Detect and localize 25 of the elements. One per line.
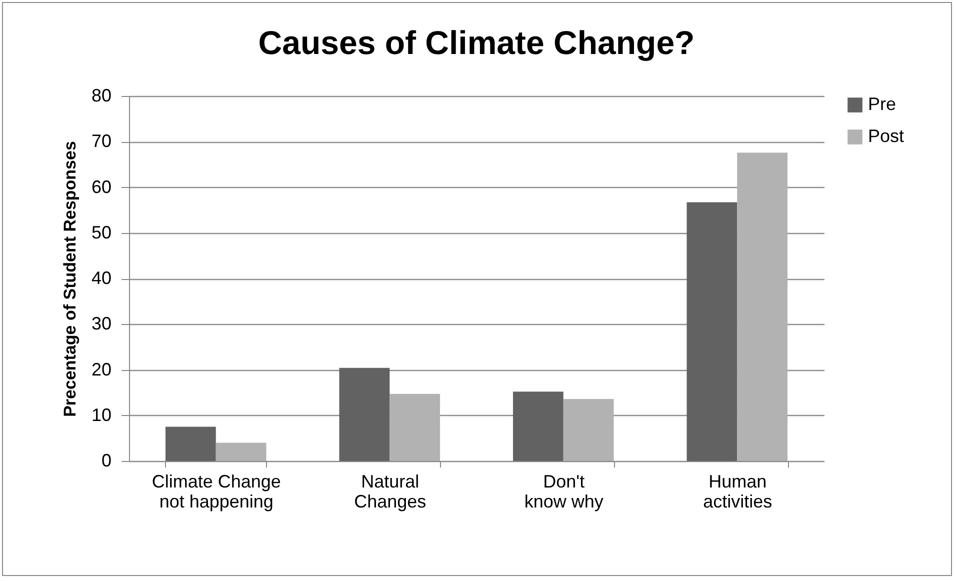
x-tick-label: Human activities xyxy=(703,472,772,512)
y-tick-label: 20 xyxy=(91,359,112,380)
bar xyxy=(512,392,564,461)
bar xyxy=(216,442,266,461)
bar xyxy=(686,202,738,461)
bar xyxy=(390,394,440,461)
y-tick-label: 30 xyxy=(91,314,112,334)
y-tick-label: 10 xyxy=(91,404,112,425)
y-tick-label: 70 xyxy=(91,131,112,152)
x-tick-label: Don't know why xyxy=(524,472,604,512)
y-axis-title: Precentage of Student Responses xyxy=(60,141,80,417)
y-tick-label: 0 xyxy=(101,450,112,470)
legend-label: Pre xyxy=(868,94,896,114)
y-tick-label: 60 xyxy=(91,176,112,197)
chart-title: Causes of Climate Change? xyxy=(258,24,695,61)
bar xyxy=(737,152,788,461)
bar xyxy=(339,368,390,461)
legend-label: Post xyxy=(868,126,904,146)
bar xyxy=(165,426,216,461)
bar xyxy=(563,398,614,461)
y-tick-label: 40 xyxy=(91,268,112,288)
x-tick-label: Climate Change not happening xyxy=(152,472,281,512)
x-tick-label: Natural Changes xyxy=(354,472,426,512)
y-tick-label: 50 xyxy=(91,222,112,242)
y-tick-label: 80 xyxy=(91,86,112,106)
